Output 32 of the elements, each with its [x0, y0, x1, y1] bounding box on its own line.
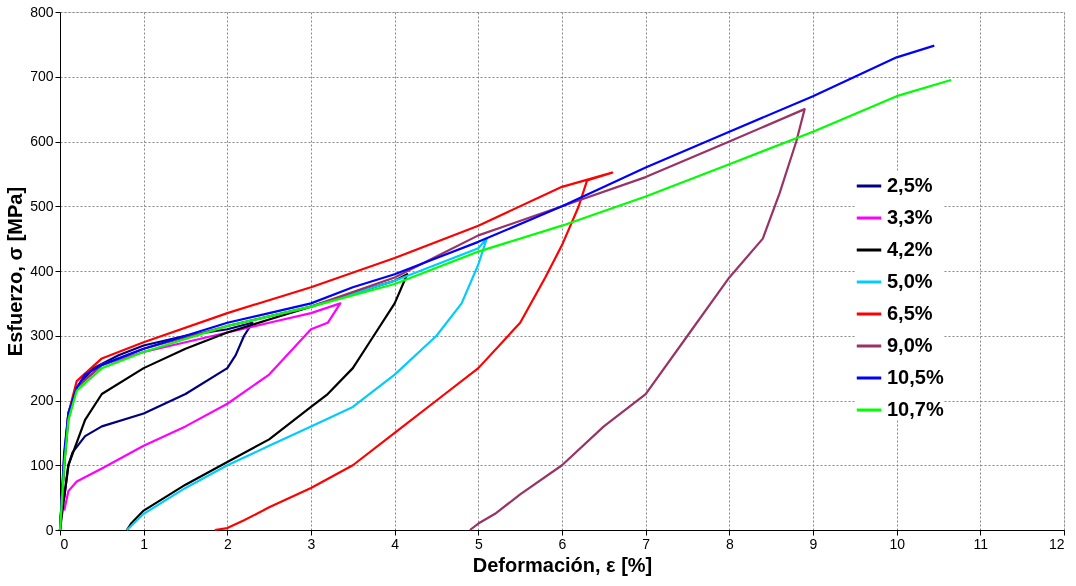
x-axis-title: Deformación, ε [%]	[472, 553, 653, 576]
y-tick-label: 800	[30, 3, 54, 20]
x-tick-label: 5	[474, 535, 483, 552]
x-tick-label: 0	[60, 535, 69, 552]
y-tick-label: 600	[30, 133, 54, 149]
x-tick-label: 3	[307, 535, 316, 552]
x-tick-label: 12	[1048, 535, 1065, 552]
y-tick-label: 100	[30, 456, 54, 473]
legend-label: 10,5%	[887, 366, 944, 388]
x-tick-label: 10	[889, 535, 906, 552]
x-tick-label: 9	[809, 535, 818, 552]
y-tick-label: 0	[45, 521, 54, 538]
y-tick-label: 700	[30, 68, 54, 85]
x-tick-label: 6	[558, 535, 567, 552]
x-tick-label: 11	[973, 535, 989, 552]
y-tick-label: 500	[30, 197, 54, 214]
y-tick-label: 400	[30, 262, 54, 279]
x-tick-label: 8	[725, 535, 734, 552]
x-tick-label: 4	[391, 535, 400, 552]
legend-label: 6,5%	[887, 302, 933, 324]
legend-label: 2,5%	[887, 174, 933, 196]
y-tick-label: 300	[30, 327, 54, 344]
legend-label: 9,0%	[887, 334, 933, 356]
x-tick-label: 7	[642, 535, 651, 552]
y-axis-title: Esfuerzo, σ [MPa]	[4, 186, 27, 357]
legend-label: 3,3%	[887, 206, 933, 228]
x-tick-label: 2	[223, 535, 232, 552]
legend-label: 10,7%	[887, 398, 944, 420]
x-tick-label: 1	[140, 535, 149, 552]
legend-label: 5,0%	[887, 270, 933, 292]
y-tick-label: 200	[30, 392, 54, 408]
legend-label: 4,2%	[887, 238, 933, 260]
